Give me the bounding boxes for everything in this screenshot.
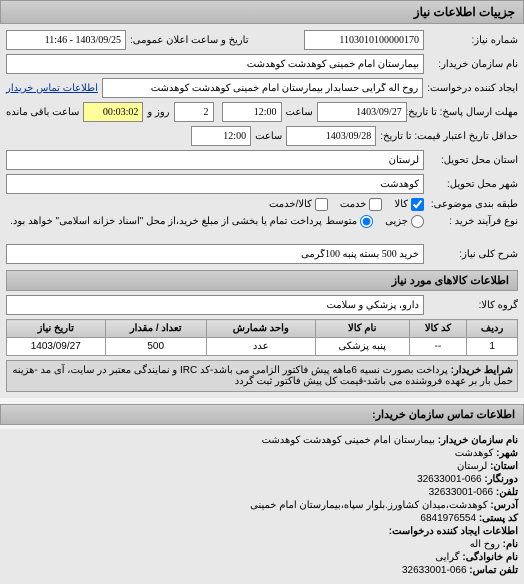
- time-label-2: ساعت: [255, 131, 282, 142]
- time-label-1: ساعت: [286, 107, 313, 118]
- cell-unit: عدد: [206, 338, 315, 356]
- city-label: شهر محل تحویل:: [428, 179, 518, 190]
- radio-partial-item[interactable]: جزیی: [385, 215, 424, 228]
- c-postal: 6841976554: [420, 513, 476, 524]
- c-org-label: نام سازمان خریدار:: [438, 435, 518, 446]
- chk-service-item[interactable]: خدمت: [340, 198, 383, 211]
- col-date: تاریخ نیاز: [7, 320, 106, 338]
- remaining-label-2: ساعت باقی مانده: [6, 107, 79, 118]
- validity-date-input[interactable]: [286, 126, 376, 146]
- form-container: شماره نیاز: تاریخ و ساعت اعلان عمومی: نا…: [0, 24, 524, 398]
- terms-label: شرایط خریدار:: [451, 365, 513, 376]
- col-name: نام کالا: [315, 320, 409, 338]
- cell-row: 1: [467, 338, 518, 356]
- c-org: بیمارستان امام خمینی کوهدشت کوهدشت: [262, 435, 435, 446]
- c-name-label: نام:: [503, 539, 518, 550]
- province-input[interactable]: [6, 150, 424, 170]
- c-creator-label: اطلاعات ایجاد کننده درخواست:: [389, 526, 518, 537]
- chk-service[interactable]: [369, 198, 382, 211]
- validity-label: حداقل تاریخ اعتبار قیمت: تا تاریخ:: [380, 131, 518, 142]
- response-date-input[interactable]: [317, 102, 407, 122]
- public-datetime-label: تاریخ و ساعت اعلان عمومی:: [130, 35, 249, 46]
- city-input[interactable]: [6, 174, 424, 194]
- table-header-row: ردیف کد کالا نام کالا واحد شمارش تعداد /…: [7, 320, 518, 338]
- response-deadline-label: مهلت ارسال پاسخ: تا تاریخ:: [411, 107, 518, 118]
- c-name: روح اله: [470, 539, 500, 550]
- col-row: ردیف: [467, 320, 518, 338]
- cell-qty: 500: [105, 338, 206, 356]
- items-section-header: اطلاعات کالاهای مورد نیاز: [6, 270, 518, 291]
- c-province-label: استان:: [490, 461, 518, 472]
- validity-time-input[interactable]: [191, 126, 251, 146]
- public-datetime-input[interactable]: [6, 30, 126, 50]
- requester-input[interactable]: [102, 78, 423, 98]
- terms-text: پرداخت بصورت نسیه 6ماهه پیش فاکتور الزام…: [12, 365, 513, 387]
- remaining-days-input[interactable]: [174, 102, 214, 122]
- terms-box: شرایط خریدار: پرداخت بصورت نسیه 6ماهه پی…: [6, 360, 518, 392]
- items-table: ردیف کد کالا نام کالا واحد شمارش تعداد /…: [6, 319, 518, 356]
- radio-partial[interactable]: [411, 215, 424, 228]
- c-tel: 066-32633001: [402, 565, 467, 576]
- c-surname: گرایی: [435, 552, 459, 563]
- chk-service-label: خدمت: [340, 199, 367, 210]
- buyer-name-label: نام سازمان خریدار:: [428, 59, 518, 70]
- chk-goods-label: کالا: [394, 199, 408, 210]
- desc-input[interactable]: [6, 244, 424, 264]
- c-surname-label: نام خانوادگی:: [462, 552, 518, 563]
- chk-goods-service[interactable]: [315, 198, 328, 211]
- province-label: استان محل تحویل:: [428, 155, 518, 166]
- table-row[interactable]: 1 -- پنبه پزشکی عدد 500 1403/09/27: [7, 338, 518, 356]
- radio-medium-label: متوسط: [326, 216, 357, 227]
- remaining-label-1: روز و: [147, 107, 169, 118]
- c-province: لرستان: [457, 461, 487, 472]
- chk-goods-item[interactable]: کالا: [394, 198, 424, 211]
- bulk-label: نوع فرآیند خرید :: [428, 216, 518, 227]
- packaging-label: طبقه بندی موضوعی:: [428, 199, 518, 210]
- group-input[interactable]: [6, 295, 424, 315]
- group-label: گروه کالا:: [428, 300, 518, 311]
- c-phone: 066-32633001: [417, 474, 482, 485]
- contact-header: اطلاعات تماس سازمان خریدار:: [0, 404, 524, 425]
- radio-medium[interactable]: [360, 215, 373, 228]
- c-address-label: آدرس:: [490, 500, 518, 511]
- c-tel-label: تلفن تماس:: [469, 565, 518, 576]
- col-unit: واحد شمارش: [206, 320, 315, 338]
- col-qty: تعداد / مقدار: [105, 320, 206, 338]
- bulk-note: پرداخت تمام یا بخشی از مبلغ خرید،از محل …: [10, 216, 322, 227]
- requester-label: ایجاد کننده درخواست:: [427, 83, 518, 94]
- buyer-name-input[interactable]: [6, 54, 424, 74]
- c-fax: 066-32633001: [429, 487, 494, 498]
- radio-medium-item[interactable]: متوسط: [326, 215, 373, 228]
- contact-section: نام سازمان خریدار: بیمارستان امام خمینی …: [0, 429, 524, 584]
- need-number-label: شماره نیاز:: [428, 35, 518, 46]
- c-phone-label: دورنگار:: [484, 474, 518, 485]
- page-header: جزییات اطلاعات نیاز: [0, 0, 524, 24]
- remaining-time-input[interactable]: [83, 102, 143, 122]
- contact-link[interactable]: اطلاعات تماس خریدار: [6, 83, 98, 94]
- cell-name: پنبه پزشکی: [315, 338, 409, 356]
- c-postal-label: کد پستی:: [479, 513, 518, 524]
- cell-date: 1403/09/27: [7, 338, 106, 356]
- cell-code: --: [409, 338, 466, 356]
- c-fax-label: تلفن:: [496, 487, 518, 498]
- col-code: کد کالا: [409, 320, 466, 338]
- c-city-label: شهر:: [496, 448, 518, 459]
- response-time-input[interactable]: [222, 102, 282, 122]
- need-number-input[interactable]: [304, 30, 424, 50]
- c-address: کوهدشت،میدان کشاورز.بلوار سپاه،بیمارستان…: [250, 500, 487, 511]
- desc-label: شرح کلی نیاز:: [428, 249, 518, 260]
- c-city: کوهدشت: [455, 448, 494, 459]
- chk-goods-service-label: کالا/خدمت: [269, 199, 312, 210]
- chk-goods-service-item[interactable]: کالا/خدمت: [269, 198, 328, 211]
- radio-partial-label: جزیی: [385, 216, 408, 227]
- chk-goods[interactable]: [411, 198, 424, 211]
